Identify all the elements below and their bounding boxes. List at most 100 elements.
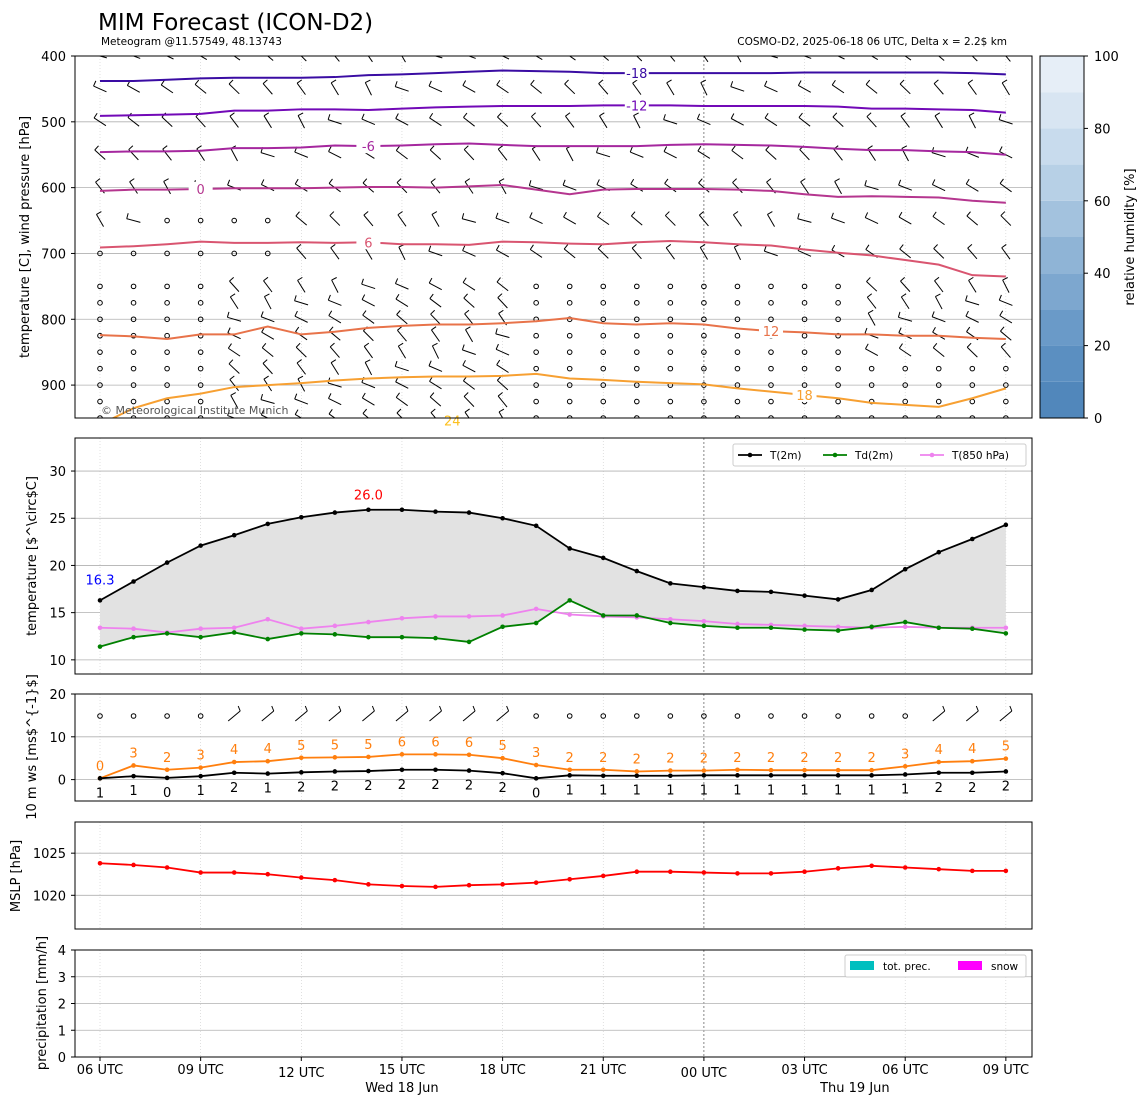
wind-barb-feather (831, 244, 836, 251)
wind-barb (968, 280, 977, 293)
upper-air-y-label: temperature [C], wind pressure [hPa] (18, 116, 33, 358)
wind-panel: 03 2 3 4 4 5 5 5 6 6 6 5 3 2 2 2 2 2 2 2 2 2 2 3 4 4 51 1 0 1 2 1 2 2 2 2 2 2… (25, 674, 1033, 820)
wind-barb-feather (1009, 705, 1013, 712)
series-point (735, 773, 740, 778)
wind-barb (462, 56, 476, 59)
wind-barb-feather (696, 113, 701, 120)
legend-box (844, 954, 1027, 978)
series-point (299, 626, 304, 631)
legend-label: tot. prec. (883, 961, 931, 973)
wind-barb-feather (228, 79, 234, 85)
wind-barb (563, 56, 576, 61)
series-point (835, 597, 841, 602)
wind-barb (597, 248, 609, 259)
temperature-extreme-label: 16.3 (86, 574, 115, 589)
wind-barb-feather (934, 112, 941, 117)
wind-barb (898, 184, 912, 191)
location-subtitle: Meteogram @11.57549, 48.13743 (101, 36, 282, 48)
calm-wind-circle (969, 398, 976, 405)
wind-barb (295, 346, 307, 358)
wind-barb-feather (96, 211, 102, 215)
wind-barb (866, 116, 877, 128)
series-point (701, 870, 707, 875)
series-point (399, 507, 405, 513)
isotherm-label-bg (356, 139, 381, 154)
wind-barb-feather (294, 178, 299, 185)
wind-barb-feather (898, 343, 903, 349)
wind-barb-feather (798, 112, 803, 118)
wind-barb-feather (297, 375, 304, 380)
wind-barb-feather (867, 145, 873, 150)
mslp-panel: 1020 1025 MSLP [hPa] (9, 821, 1033, 930)
wind-barb-feather (297, 112, 304, 116)
y-tick-label: 400 (41, 50, 66, 65)
series-point (164, 865, 170, 870)
wind-y-ticks: 0 10 20 (49, 688, 75, 789)
wind-barb-feather (966, 326, 971, 332)
wind-barb (1000, 215, 1012, 226)
wind-value-label: 1 (633, 784, 641, 799)
wind-barb (328, 397, 342, 406)
wind-barb (397, 345, 407, 359)
wind-barb-feather (296, 244, 302, 249)
wind-barb (464, 411, 474, 418)
wind-barb (900, 115, 910, 128)
wind-barb (262, 83, 273, 95)
wind-barb (767, 214, 775, 227)
series-point (600, 773, 606, 779)
wind-barb-feather (899, 244, 904, 250)
series-point (567, 876, 572, 882)
wind-barb-feather (495, 48, 500, 53)
calm-wind-circle (667, 349, 674, 355)
wind-barb-feather (227, 343, 232, 349)
series-point (668, 869, 673, 875)
x-tick-label: 18 UTC (479, 1063, 525, 1078)
series-point (198, 634, 203, 640)
wind-barb (463, 380, 475, 390)
calm-wind-circle (768, 283, 774, 290)
wind-barb-feather (531, 112, 536, 117)
series-point (701, 584, 707, 590)
calm-wind-circle (634, 300, 640, 306)
calm-wind-circle (197, 250, 204, 257)
calm-wind-circle (768, 415, 774, 418)
calm-wind-circle (197, 382, 204, 388)
wind-barb-feather (465, 326, 471, 331)
mslp-frame (74, 821, 1033, 930)
calm-wind-circle (902, 365, 909, 372)
upper-air-panel: -18 -12 -6 0 6 12 18 24 400 500 600 700 800 900 © Me… (18, 48, 1033, 430)
calm-wind-circle (734, 283, 741, 290)
wind-barb (93, 117, 107, 127)
wind-barb (260, 152, 275, 158)
wind-barb (161, 116, 173, 128)
wind-barb-feather (498, 408, 505, 413)
wind-barb (563, 248, 576, 259)
wind-barb-feather (430, 178, 436, 183)
calm-wind-circle (1003, 398, 1009, 405)
series-point (231, 770, 237, 776)
calm-wind-circle (130, 250, 137, 257)
wind-barb-feather (330, 244, 336, 249)
series-point (902, 764, 908, 769)
series-point (366, 507, 371, 513)
wind-barb (96, 214, 104, 227)
wind-barb-feather (965, 310, 969, 317)
isotherm-line (111, 372, 1007, 418)
wind-barb (496, 281, 509, 292)
wind-barb-feather (260, 394, 263, 400)
wind-barb (462, 349, 476, 355)
calm-wind-circle (566, 283, 573, 290)
mslp-y-ticks: 1020 1025 (33, 847, 75, 904)
wind-barb-feather (262, 79, 268, 84)
calm-wind-circle (197, 398, 204, 405)
wind-barb (363, 56, 373, 63)
x-tick-label: 21 UTC (580, 1063, 626, 1078)
wind-barb-feather (296, 359, 302, 364)
wind-barb (967, 82, 977, 95)
calm-wind-circle (97, 382, 103, 388)
precipitation-panel: 0 1 2 3 4 tot. prec. snow precipitation [mm/h… (35, 936, 1033, 1070)
series-point (567, 612, 572, 617)
wind-barb (463, 117, 475, 127)
wind-barb (933, 248, 945, 259)
series-point (1003, 756, 1009, 761)
